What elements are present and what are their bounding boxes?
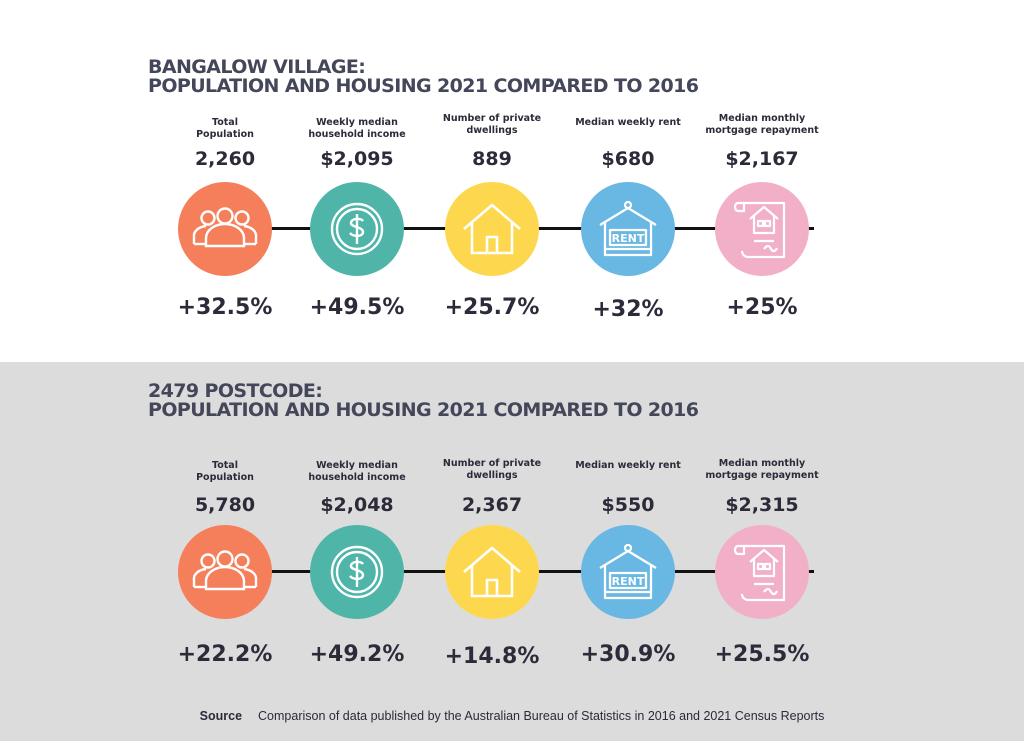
mortgage-document-icon-circle: [715, 525, 809, 619]
stat-change: +32.5%: [177, 295, 273, 320]
section-title-line2: POPULATION AND HOUSING 2021 COMPARED TO …: [148, 399, 699, 421]
rent-sign-text: RENT: [612, 232, 645, 245]
stat-value: 2,367: [461, 494, 523, 516]
section-title: BANGALOW VILLAGE: POPULATION AND HOUSING…: [148, 56, 699, 97]
stat-value: $2,095: [320, 148, 394, 170]
people-icon: [192, 550, 258, 591]
stat-label: Weekly median household income: [282, 460, 432, 484]
rent-sign-icon-circle: RENT: [581, 182, 675, 276]
mortgage-document-icon: [734, 544, 786, 602]
stat-change: +49.5%: [309, 295, 405, 320]
stat-label: Median monthly mortgage repayment: [687, 113, 837, 137]
stat-label-line2: dwellings: [466, 125, 518, 136]
stat-value: $2,315: [725, 494, 799, 516]
stat-label-line1: Median weekly rent: [575, 117, 681, 128]
stat-label-line1: Total: [212, 460, 238, 471]
dollar-coin-icon: [330, 545, 384, 599]
people-icon: [192, 207, 258, 248]
stat-value: $680: [601, 148, 655, 170]
source-text: Comparison of data published by the Aust…: [258, 709, 825, 723]
people-icon-circle: [178, 525, 272, 619]
stat-value: $550: [601, 494, 655, 516]
house-icon-circle: [445, 182, 539, 276]
stat-label-line1: Weekly median: [316, 460, 398, 471]
stat-label: Number of private dwellings: [417, 458, 567, 482]
stat-label-line2: Population: [196, 472, 254, 483]
stat-label-line1: Total: [212, 117, 238, 128]
rent-sign-icon-circle: RENT: [581, 525, 675, 619]
stat-change: +49.2%: [309, 642, 405, 667]
stat-label-line2: household income: [308, 129, 406, 140]
stat-label: Median weekly rent: [553, 460, 703, 472]
dollar-coin-icon: [330, 202, 384, 256]
stat-change: +25%: [726, 295, 798, 320]
stat-label: Weekly median household income: [282, 117, 432, 141]
stat-change: +14.8%: [444, 644, 540, 669]
house-icon-circle: [445, 525, 539, 619]
stat-value: 5,780: [194, 494, 256, 516]
stat-label: Median weekly rent: [553, 117, 703, 129]
stat-label-line2: dwellings: [466, 470, 518, 481]
stat-value: $2,167: [725, 148, 799, 170]
stat-change: +25.5%: [714, 642, 810, 667]
house-icon: [463, 203, 521, 255]
stat-label-line1: Median monthly: [718, 458, 806, 469]
rent-sign-icon: RENT: [599, 200, 657, 257]
stat-label: Total Population: [150, 117, 300, 141]
source-note: Source Comparison of data published by th…: [0, 709, 1024, 723]
house-icon: [463, 546, 521, 598]
postcode-2479-section: 2479 POSTCODE: POPULATION AND HOUSING 20…: [0, 362, 1024, 741]
stat-label-line1: Number of private: [442, 113, 542, 124]
stat-label-line2: mortgage repayment: [705, 125, 819, 136]
section-title-line1: BANGALOW VILLAGE:: [148, 56, 366, 78]
rent-sign-icon: RENT: [599, 543, 657, 600]
stat-value: 2,260: [194, 148, 256, 170]
section-title: 2479 POSTCODE: POPULATION AND HOUSING 20…: [148, 380, 699, 421]
stat-label: Number of private dwellings: [417, 113, 567, 137]
source-label: Source: [199, 709, 243, 723]
stat-label-line1: Median monthly: [718, 113, 806, 124]
dollar-coin-icon-circle: [310, 182, 404, 276]
stat-label-line2: household income: [308, 472, 406, 483]
dollar-coin-icon-circle: [310, 525, 404, 619]
stat-change: +25.7%: [444, 295, 540, 320]
rent-sign-text: RENT: [612, 575, 645, 588]
stat-label-line1: Median weekly rent: [575, 460, 681, 471]
mortgage-document-icon: [734, 201, 786, 259]
stat-label-line1: Weekly median: [316, 117, 398, 128]
stat-label-line2: Population: [196, 129, 254, 140]
mortgage-document-icon-circle: [715, 182, 809, 276]
stat-change: +32%: [592, 297, 664, 322]
section-title-line1: 2479 POSTCODE:: [148, 380, 323, 402]
stat-value: 889: [472, 148, 512, 170]
people-icon-circle: [178, 182, 272, 276]
stat-label-line2: mortgage repayment: [705, 470, 819, 481]
stat-label-line1: Number of private: [442, 458, 542, 469]
stat-label: Total Population: [150, 460, 300, 484]
stat-value: $2,048: [320, 494, 394, 516]
section-title-line2: POPULATION AND HOUSING 2021 COMPARED TO …: [148, 75, 699, 97]
bangalow-village-section: BANGALOW VILLAGE: POPULATION AND HOUSING…: [0, 0, 1024, 362]
stat-change: +22.2%: [177, 642, 273, 667]
stat-change: +30.9%: [580, 642, 676, 667]
stat-label: Median monthly mortgage repayment: [687, 458, 837, 482]
